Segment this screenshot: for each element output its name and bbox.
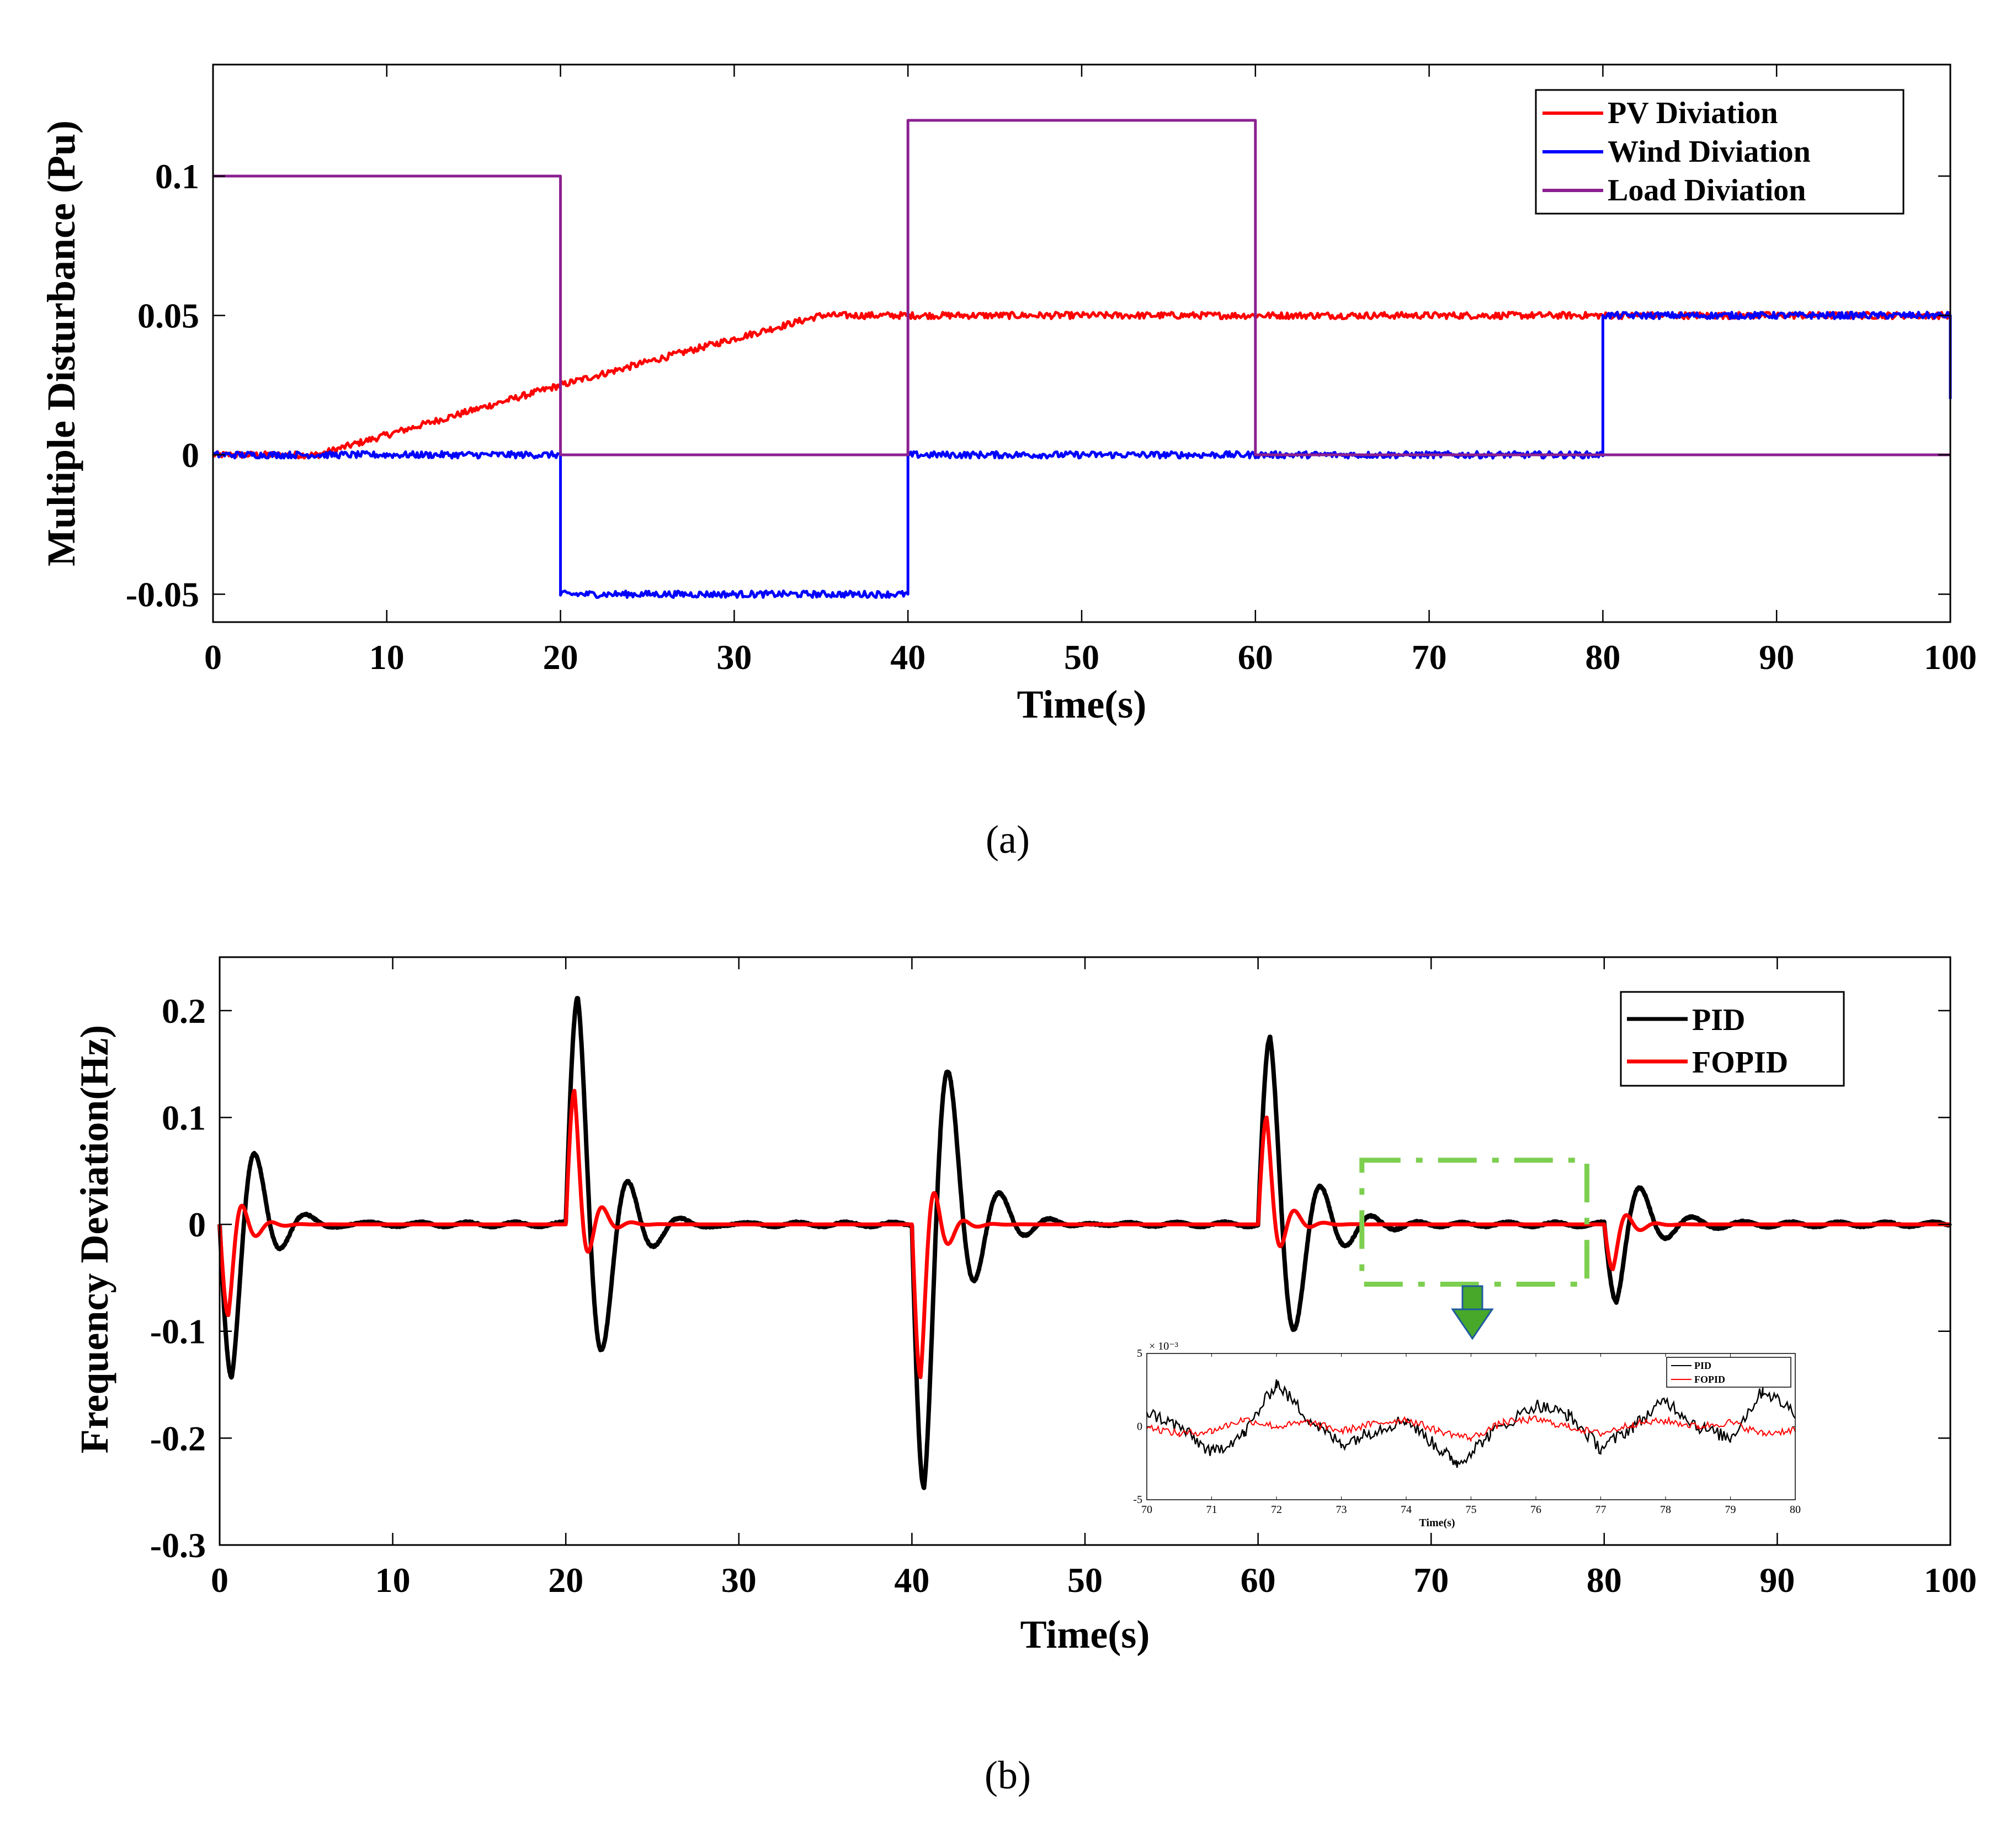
chart-b-y-ticks: -0.3 -0.2 -0.1 0 0.1 0.2 xyxy=(150,991,1950,1565)
chart-b-caption: (b) xyxy=(985,1753,1031,1797)
zoom-arrow-shaft xyxy=(1461,1285,1483,1310)
chart-b-legend-box xyxy=(1620,991,1845,1087)
x-tick-label: 60 xyxy=(1241,1560,1276,1600)
chart-a-x-ticks: 0 10 20 30 40 50 60 70 80 90 100 xyxy=(204,65,1977,677)
inset-legend-box xyxy=(1666,1357,1791,1388)
x-tick-label: 80 xyxy=(1790,1504,1801,1516)
chart-b-x-axis-label: Time(s) xyxy=(1020,1612,1150,1657)
x-tick-label: 70 xyxy=(1141,1504,1152,1516)
y-tick-label: -5 xyxy=(1133,1494,1142,1506)
y-tick-label: -0.2 xyxy=(150,1419,206,1458)
legend-wind-label: Wind Diviation xyxy=(1608,135,1811,169)
legend-pv-label: PV Diviation xyxy=(1608,96,1778,130)
x-tick-label: 70 xyxy=(1412,638,1447,677)
x-tick-label: 75 xyxy=(1466,1504,1477,1516)
x-tick-label: 30 xyxy=(721,1560,757,1600)
x-tick-label: 0 xyxy=(211,1560,228,1600)
chart-b-legend: PID FOPID xyxy=(1620,991,1845,1087)
x-tick-label: 100 xyxy=(1924,638,1977,677)
inset-y-exponent: × 10⁻³ xyxy=(1149,1340,1178,1352)
x-tick-label: 77 xyxy=(1595,1504,1607,1516)
zoom-arrow-head xyxy=(1451,1308,1494,1340)
inset-series-line-pid xyxy=(1146,1379,1796,1468)
chart-b-lines xyxy=(217,996,1953,1490)
inset-legend: PID FOPID xyxy=(1666,1357,1791,1388)
x-tick-label: 100 xyxy=(1924,1560,1977,1600)
x-tick-label: 40 xyxy=(894,1560,929,1600)
y-tick-label: 0.1 xyxy=(155,157,199,196)
x-tick-label: 40 xyxy=(890,638,925,677)
y-tick-label: -0.05 xyxy=(126,575,199,614)
series-line-load-diviation xyxy=(213,119,1950,456)
y-tick-label: 0 xyxy=(182,436,199,475)
chart-a-x-axis-label: Time(s) xyxy=(1017,682,1147,726)
series-line-pv-diviation xyxy=(211,311,1952,460)
chart-b: 0 10 20 30 40 50 60 70 80 90 100 -0.3-0.2-0.100.10… xyxy=(72,956,1977,1797)
x-tick-label: 50 xyxy=(1067,1560,1103,1600)
x-tick-label: 10 xyxy=(375,1560,411,1600)
x-tick-label: 0 xyxy=(204,638,222,677)
chart-a-y-ticks: -0.05 0 0.05 0.1 xyxy=(126,157,1950,614)
y-tick-label: -0.1 xyxy=(150,1312,206,1351)
chart-b-y-axis-label: Frequency Deviation(Hz) xyxy=(72,1025,116,1454)
x-tick-label: 90 xyxy=(1759,1560,1795,1600)
y-tick-label: 0 xyxy=(188,1205,206,1244)
x-tick-label: 72 xyxy=(1271,1504,1282,1516)
inset-y-ticks: -5 0 5 xyxy=(1133,1347,1795,1506)
y-tick-label: 0.05 xyxy=(137,296,199,336)
inset-legend-fopid-label: FOPID xyxy=(1694,1374,1725,1385)
chart-a-caption: (a) xyxy=(986,817,1030,862)
chart-a-legend: PV Diviation Wind Diviation Load Diviati… xyxy=(1535,89,1905,215)
x-tick-label: 80 xyxy=(1587,1560,1622,1600)
series-line-fopid xyxy=(217,1089,1952,1379)
x-tick-label: 60 xyxy=(1238,638,1273,677)
legend-fopid-label: FOPID xyxy=(1692,1045,1788,1080)
y-tick-label: 0.2 xyxy=(162,991,206,1031)
legend-load-label: Load Diviation xyxy=(1608,173,1806,208)
x-tick-label: 50 xyxy=(1064,638,1099,677)
inset-series-line-fopid xyxy=(1146,1414,1796,1442)
x-tick-label: 10 xyxy=(369,638,405,677)
series-line-wind-diviation xyxy=(212,310,1952,599)
inset-x-ticks: 70 71 72 73 74 75 76 77 78 79 80 xyxy=(1141,1353,1801,1516)
inset-x-axis-label: Time(s) xyxy=(1419,1517,1455,1529)
x-tick-label: 79 xyxy=(1725,1504,1736,1516)
x-tick-label: 20 xyxy=(548,1560,583,1600)
y-tick-label: 0.1 xyxy=(162,1098,206,1137)
x-tick-label: 30 xyxy=(716,638,752,677)
y-tick-label: 0 xyxy=(1137,1421,1142,1433)
y-tick-label: -0.3 xyxy=(150,1526,206,1565)
zoom-arrow-icon xyxy=(1451,1285,1494,1340)
x-tick-label: 80 xyxy=(1585,638,1620,677)
zoom-region-box xyxy=(1359,1158,1589,1287)
x-tick-label: 20 xyxy=(543,638,578,677)
x-tick-label: 71 xyxy=(1206,1504,1217,1516)
chart-a-lines xyxy=(211,119,1952,599)
legend-pid-label: PID xyxy=(1692,1003,1745,1037)
inset-legend-pid-label: PID xyxy=(1694,1360,1711,1371)
x-tick-label: 74 xyxy=(1401,1504,1412,1516)
x-tick-label: 76 xyxy=(1530,1504,1541,1516)
chart-a-y-axis-label: Multiple Disturbance (Pu) xyxy=(39,120,83,566)
x-tick-label: 70 xyxy=(1413,1560,1449,1600)
x-tick-label: 78 xyxy=(1660,1504,1671,1516)
y-tick-label: 5 xyxy=(1137,1347,1142,1360)
x-tick-label: 73 xyxy=(1336,1504,1347,1516)
zoom-inset: 70 71 72 73 74 75 76 77 78 79 80 -5 0 5 × 10⁻³ Time(… xyxy=(1133,1340,1801,1529)
inset-lines xyxy=(1146,1379,1796,1468)
x-tick-label: 90 xyxy=(1759,638,1794,677)
chart-b-x-ticks: 0 10 20 30 40 50 60 70 80 90 100 xyxy=(211,957,1977,1600)
